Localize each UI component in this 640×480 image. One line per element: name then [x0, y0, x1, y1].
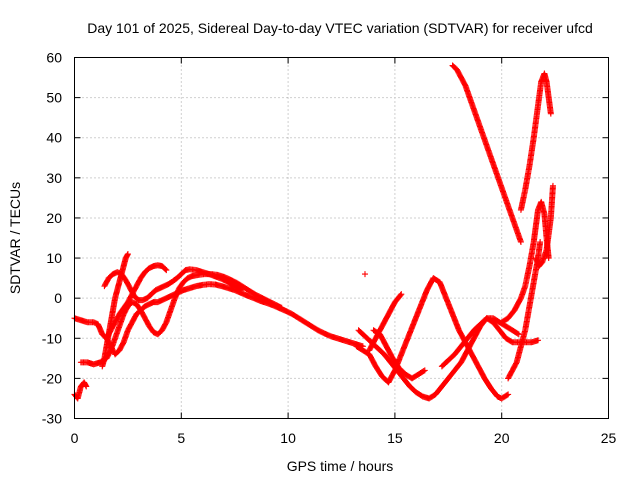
data-point [238, 287, 245, 294]
y-tick-label: 10 [46, 250, 62, 266]
data-point [549, 182, 556, 189]
data-point [421, 367, 428, 374]
y-tick-label: 50 [46, 90, 62, 106]
data-point [420, 368, 427, 375]
series-late-arc [517, 70, 554, 213]
x-axis-title: GPS time / hours [287, 458, 394, 474]
plot-frame [74, 57, 609, 419]
data-point [361, 271, 368, 278]
series-early-b [77, 271, 285, 368]
x-axis: 0 5 10 15 20 25 [71, 57, 617, 446]
series-isolated [361, 271, 368, 278]
y-tick-label: -10 [42, 330, 62, 346]
y-tick-label: 40 [46, 130, 62, 146]
data-point [398, 291, 405, 298]
x-tick-label: 15 [387, 430, 403, 446]
data-point [237, 286, 244, 293]
data-point [83, 383, 90, 390]
series-late-d5 [438, 315, 542, 370]
series-late-end [532, 182, 556, 270]
data-point [537, 239, 544, 246]
data-point [124, 251, 131, 258]
y-tick-label: 60 [46, 50, 62, 66]
y-tick-label: 30 [46, 170, 62, 186]
data-point [505, 391, 512, 398]
y-tick-label: 20 [46, 210, 62, 226]
y-tick-label: 0 [54, 290, 62, 306]
data-point [535, 337, 542, 344]
data-point [547, 110, 554, 117]
series-late-desc [449, 62, 524, 246]
x-tick-label: 0 [71, 430, 79, 446]
data-point [514, 330, 521, 337]
data-point [278, 304, 285, 311]
data-point [504, 392, 511, 399]
series-late-d4 [366, 291, 405, 354]
y-tick-label: -20 [42, 370, 62, 386]
x-tick-label: 10 [280, 430, 296, 446]
y-axis-title: SDTVAR / TECUs [7, 182, 23, 294]
x-tick-label: 5 [177, 430, 185, 446]
data-point [163, 267, 170, 274]
chart-title: Day 101 of 2025, Sidereal Day-to-day VTE… [87, 20, 593, 36]
data-point [545, 255, 552, 262]
data-point [397, 292, 404, 299]
grid [74, 57, 609, 419]
x-tick-label: 25 [601, 430, 617, 446]
series-early-d [101, 266, 245, 304]
x-tick-label: 20 [494, 430, 510, 446]
series-early-e [103, 262, 170, 342]
data-marks [71, 62, 556, 402]
y-tick-label: -30 [42, 411, 62, 427]
data-point [162, 266, 169, 273]
y-axis: -30 -20 -10 0 10 20 30 40 50 60 [42, 50, 609, 427]
data-point [517, 239, 524, 246]
data-point [515, 331, 522, 338]
